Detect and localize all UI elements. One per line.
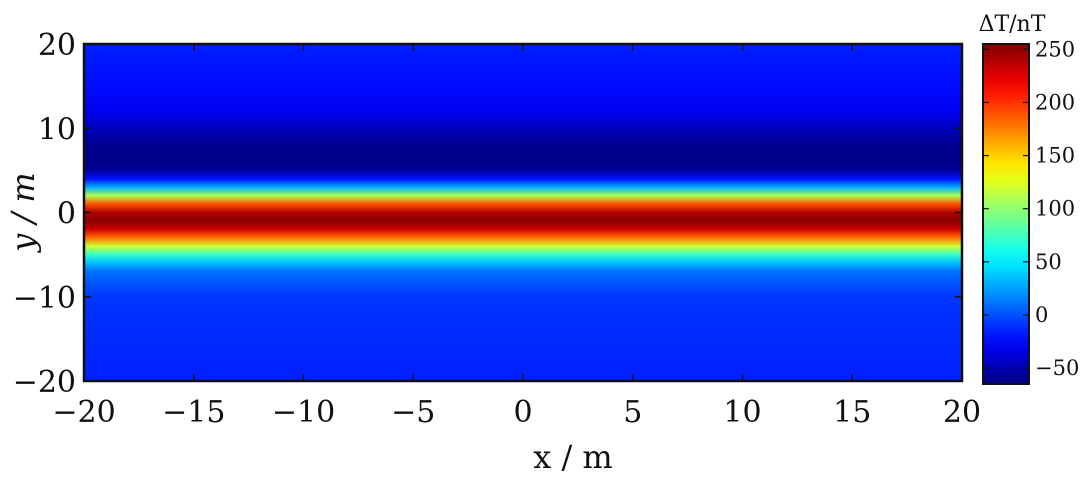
x-tick-label: 15 [833, 395, 871, 430]
colorbar-frame [982, 43, 1030, 385]
colorbar-tick-label: 200 [1035, 90, 1075, 114]
x-tick-label: 20 [943, 395, 981, 430]
colorbar-tick-label: 50 [1035, 250, 1062, 274]
x-tick-label: 0 [513, 395, 532, 430]
x-axis-label: x / m [533, 438, 613, 476]
y-tick-label: 20 [38, 28, 76, 63]
x-tick-label: −20 [52, 395, 115, 430]
x-tick-label: 5 [623, 395, 642, 430]
colorbar-tick-label: 150 [1035, 144, 1075, 168]
y-axis-label: y / m [4, 172, 42, 254]
colorbar [983, 44, 1029, 384]
colorbar-tick-label: −50 [1035, 356, 1079, 380]
x-tick-label: −15 [162, 395, 225, 430]
heatmap-field [84, 44, 962, 381]
colorbar-tick-label: 100 [1035, 197, 1075, 221]
y-tick-label: 0 [57, 197, 76, 232]
y-tick-label: 10 [38, 112, 76, 147]
x-tick-label: −10 [272, 395, 335, 430]
y-axis-ticks: −20 −10 0 10 20 [13, 28, 962, 400]
x-tick-label: −5 [391, 395, 435, 430]
y-tick-label: −10 [13, 281, 76, 316]
colorbar-tick-label: 250 [1035, 37, 1075, 61]
colorbar-label: ΔT/nT [979, 12, 1046, 37]
x-axis-ticks: −20 −15 −10 −5 0 5 10 15 20 [52, 44, 981, 430]
colorbar-ticks: −50 0 50 100 150 200 250 [983, 37, 1079, 380]
y-tick-label: −20 [13, 365, 76, 400]
x-tick-label: 10 [723, 395, 761, 430]
colorbar-tick-label: 0 [1035, 303, 1048, 327]
